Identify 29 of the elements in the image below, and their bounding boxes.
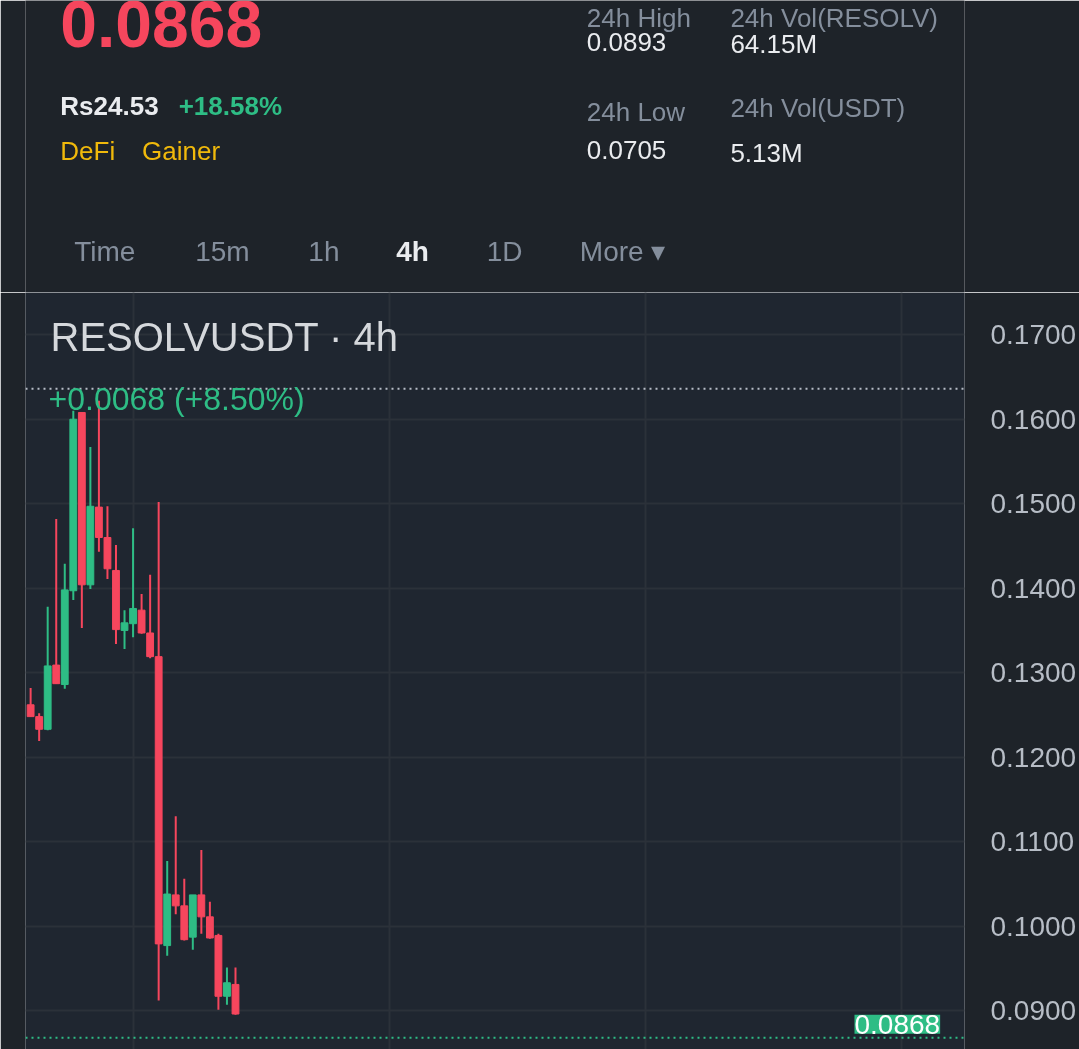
ref-line-label: 0.0868 — [854, 1008, 941, 1040]
text: 24h Low — [586, 96, 686, 127]
candlestick — [223, 966, 231, 1006]
text: 5.13M — [730, 137, 803, 168]
y-tick-label: 0.1700 — [990, 319, 1077, 351]
text: 4h — [396, 235, 429, 267]
text: RESOLVUSDT · 4h — [50, 314, 399, 359]
y-tick-label: 0.1400 — [990, 572, 1077, 604]
y-tick-label: 0.1500 — [990, 488, 1077, 520]
y-tick-label: 0.1600 — [990, 403, 1077, 435]
text: 0.0868 — [60, 0, 263, 61]
text: Time — [74, 235, 136, 267]
text: Rs24.53 — [60, 90, 159, 121]
y-tick-label: 0.1100 — [990, 826, 1075, 858]
text: 1h — [308, 235, 340, 267]
y-tick-label: 0.1000 — [990, 910, 1077, 942]
candlestick — [52, 517, 61, 685]
text: DeFi — [60, 135, 116, 166]
text: More ▾ — [579, 235, 666, 267]
annotation: +0.0068 (+8.50%) — [48, 380, 305, 417]
text: 0.0705 — [586, 134, 667, 165]
text: +18.58% — [178, 90, 283, 121]
y-tick-label: 0.1300 — [990, 657, 1077, 689]
text: Gainer — [142, 135, 221, 166]
text: 1D — [486, 235, 523, 267]
y-tick-label: 0.0900 — [990, 995, 1077, 1027]
text: 24h Vol(USDT) — [730, 92, 906, 123]
text: 15m — [195, 235, 250, 267]
y-tick-label: 0.1200 — [990, 741, 1077, 773]
